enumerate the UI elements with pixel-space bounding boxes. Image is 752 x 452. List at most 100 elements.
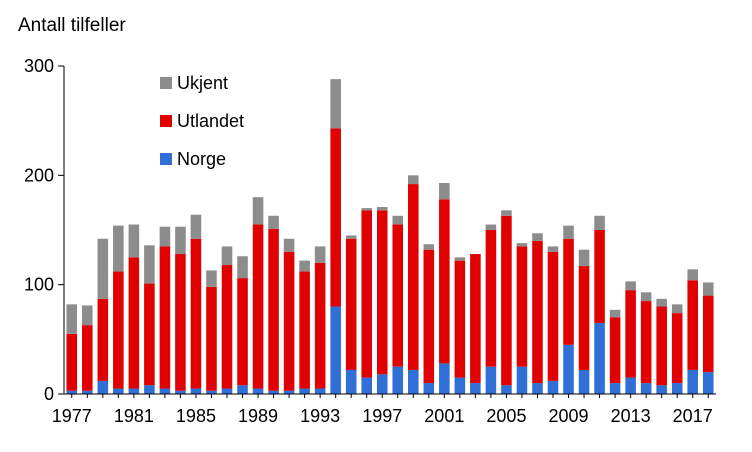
bar-norge-2000 [423, 383, 435, 394]
bar-ukjent-1986 [206, 270, 217, 287]
bar-norge-2006 [516, 366, 528, 394]
bar-norge-2018 [702, 372, 714, 394]
bar-utlandet-1992 [299, 271, 310, 389]
bar-utlandet-1985 [190, 238, 202, 389]
bar-utlandet-1989 [252, 224, 264, 389]
bar-utlandet-1990 [268, 228, 279, 391]
bar-ukjent-1998 [392, 215, 404, 225]
bar-norge-1980 [113, 388, 124, 394]
bar-utlandet-2001 [439, 199, 450, 364]
bar-norge-2011 [594, 322, 605, 394]
bar-norge-1985 [190, 388, 202, 394]
bar-utlandet-2017 [687, 280, 698, 370]
bar-utlandet-2018 [702, 295, 714, 373]
bar-norge-2005 [501, 385, 512, 394]
bar-utlandet-2008 [547, 251, 559, 381]
bar-norge-1990 [268, 390, 279, 394]
bar-norge-1994 [330, 306, 341, 394]
bar-norge-1981 [128, 388, 140, 394]
bar-ukjent-2010 [578, 249, 590, 267]
bar-utlandet-1991 [283, 251, 295, 391]
bar-ukjent-1984 [175, 226, 186, 255]
bar-norge-2013 [625, 377, 636, 394]
bar-utlandet-2002 [454, 260, 466, 378]
bar-utlandet-1980 [113, 271, 124, 389]
x-tick-label: 2009 [548, 406, 588, 426]
bar-norge-1996 [361, 377, 372, 394]
legend-label-norge: Norge [177, 149, 226, 169]
bar-ukjent-1994 [330, 79, 341, 129]
bar-utlandet-1978 [82, 325, 93, 391]
bar-ukjent-2013 [625, 281, 636, 291]
bar-ukjent-1991 [283, 238, 295, 252]
x-tick-label: 1977 [52, 406, 92, 426]
bar-ukjent-1989 [252, 197, 264, 225]
bar-ukjent-2008 [547, 246, 559, 252]
bar-norge-1977 [66, 390, 78, 394]
x-tick-label: 1989 [238, 406, 278, 426]
bar-utlandet-1998 [392, 224, 404, 367]
bar-ukjent-2000 [423, 244, 435, 250]
bar-norge-2014 [640, 383, 652, 394]
bar-ukjent-1987 [221, 246, 233, 265]
y-axis-title: Antall tilfeller [18, 15, 126, 36]
bar-norge-1982 [144, 385, 155, 394]
bar-ukjent-1982 [144, 245, 155, 284]
bar-ukjent-1981 [128, 224, 140, 258]
x-tick-label: 2001 [424, 406, 464, 426]
legend-label-utlandet: Utlandet [177, 111, 244, 131]
bar-ukjent-1983 [159, 226, 171, 247]
bar-utlandet-1993 [314, 262, 326, 389]
bar-utlandet-1986 [206, 286, 217, 391]
bar-norge-1983 [159, 388, 171, 394]
bar-ukjent-1995 [345, 235, 357, 239]
legend-swatch-ukjent [160, 77, 172, 89]
bar-ukjent-1992 [299, 260, 310, 272]
bar-ukjent-2015 [656, 298, 667, 307]
bar-ukjent-2014 [640, 292, 652, 302]
bar-utlandet-1995 [345, 238, 357, 370]
bar-ukjent-1979 [97, 238, 109, 299]
bar-norge-2004 [485, 366, 497, 394]
legend: Ukjent Utlandet Norge [160, 73, 244, 169]
bar-norge-1997 [376, 374, 388, 394]
bar-norge-2010 [578, 369, 590, 394]
bar-ukjent-2011 [594, 215, 605, 230]
x-axis: 1977 1981 1985 1989 1993 1997 2001 2005 2009 2013… [52, 393, 716, 426]
bar-norge-2016 [671, 383, 683, 394]
bar-utlandet-1999 [408, 184, 419, 370]
x-tick-label: 2017 [673, 406, 713, 426]
bar-utlandet-2015 [656, 306, 667, 386]
bar-utlandet-1983 [159, 246, 171, 389]
bar-utlandet-1994 [330, 128, 341, 307]
bar-utlandet-1981 [128, 257, 140, 389]
y-tick-label: 300 [24, 56, 54, 76]
bar-utlandet-2014 [640, 301, 652, 384]
bar-ukjent-2018 [702, 282, 714, 296]
y-tick-label: 0 [44, 384, 54, 404]
bar-utlandet-1977 [66, 333, 78, 391]
bar-ukjent-1993 [314, 246, 326, 263]
bar-utlandet-1988 [237, 278, 248, 386]
bar-utlandet-1984 [175, 254, 186, 391]
bar-utlandet-2004 [485, 230, 497, 367]
y-tick-label: 100 [24, 275, 54, 295]
bar-utlandet-2013 [625, 290, 636, 378]
bar-ukjent-2017 [687, 269, 698, 281]
bar-norge-2001 [439, 363, 450, 394]
x-tick-label: 2005 [486, 406, 526, 426]
bar-norge-2003 [470, 383, 481, 394]
x-tick-label: 1997 [362, 406, 402, 426]
bar-utlandet-1982 [144, 283, 155, 386]
bar-ukjent-1985 [190, 214, 202, 239]
legend-swatch-utlandet [160, 115, 172, 127]
bar-norge-2015 [656, 385, 667, 394]
bar-ukjent-1980 [113, 225, 124, 272]
bar-ukjent-2016 [671, 304, 683, 314]
bar-norge-2008 [547, 380, 559, 394]
bar-norge-1986 [206, 390, 217, 394]
bar-utlandet-1997 [376, 210, 388, 375]
x-tick-label: 1993 [300, 406, 340, 426]
bar-utlandet-2012 [609, 317, 621, 384]
